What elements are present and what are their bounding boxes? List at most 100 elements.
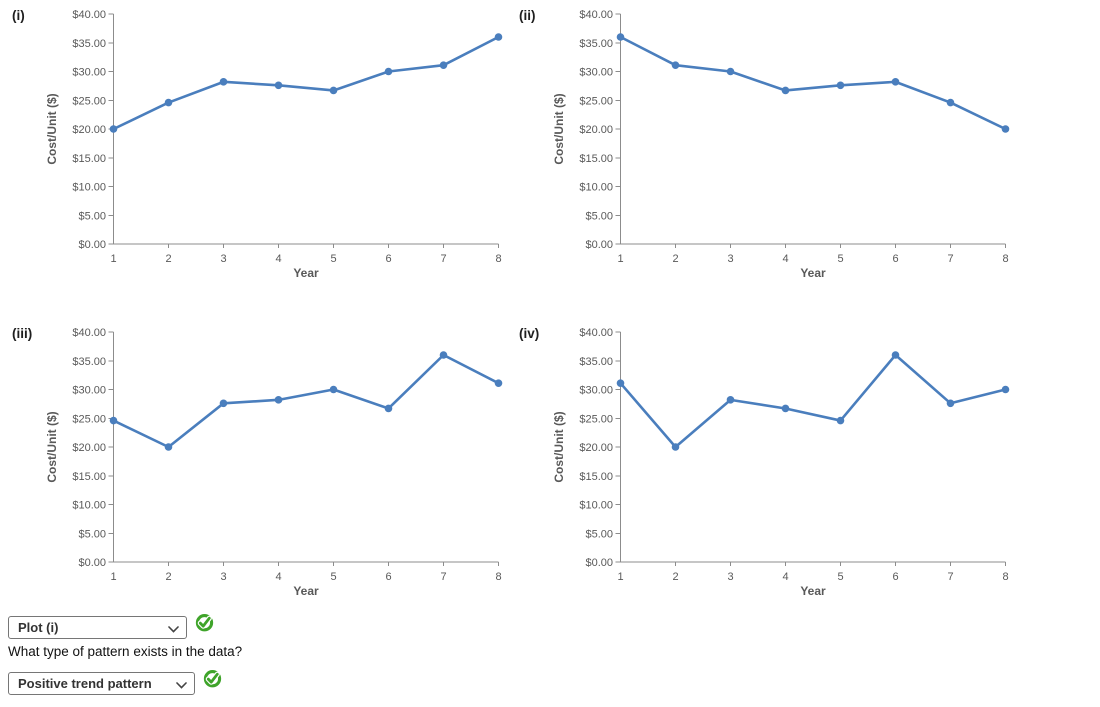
y-axis-title: Cost/Unit ($)	[45, 93, 59, 164]
x-tick-label: 1	[110, 571, 116, 583]
x-tick-label: 5	[837, 571, 843, 583]
y-tick-label: $20.00	[579, 442, 613, 454]
x-tick-label: 4	[782, 253, 788, 265]
x-axis-title: Year	[293, 266, 319, 280]
data-point-marker	[219, 399, 228, 408]
y-tick-label: $30.00	[72, 67, 106, 79]
data-point-marker	[329, 385, 338, 394]
y-tick-label: $35.00	[579, 356, 613, 368]
data-point-marker	[274, 396, 283, 404]
x-tick-label: 2	[672, 253, 678, 265]
x-tick-label: 7	[440, 571, 446, 583]
plot-select[interactable]: Plot (i)	[8, 616, 187, 639]
data-point-marker	[384, 404, 393, 413]
data-point-marker	[274, 81, 283, 90]
x-tick-label: 4	[782, 571, 788, 583]
figure-label: (i)	[12, 8, 25, 23]
y-tick-label: $40.00	[72, 327, 106, 339]
x-tick-label: 1	[110, 253, 116, 265]
y-tick-label: $30.00	[579, 385, 613, 397]
y-tick-label: $35.00	[72, 356, 106, 368]
y-tick-label: $15.00	[72, 471, 106, 483]
y-tick-label: $40.00	[579, 9, 613, 21]
chart-plot-iv: (iv) $0.00 $5.00 $10.00 $15.00 $20.00 $25.00 $3…	[507, 318, 1100, 618]
y-tick-label: $15.00	[579, 153, 613, 165]
chart-plot-ii: (ii) $0.00 $5.00 $10.00 $15.00 $20.00 $25.00 $3…	[507, 0, 1100, 300]
y-tick-label: $15.00	[579, 471, 613, 483]
y-tick-label: $35.00	[72, 38, 106, 50]
y-tick-label: $25.00	[579, 95, 613, 107]
figure-label: (ii)	[519, 8, 536, 23]
data-point-marker	[946, 399, 955, 408]
data-point-marker	[494, 33, 503, 41]
data-point-marker	[781, 404, 790, 413]
data-point-marker	[671, 61, 680, 69]
data-point-marker	[671, 443, 680, 451]
x-tick-label: 4	[275, 253, 281, 265]
correct-check-icon	[203, 669, 222, 688]
data-point-marker	[781, 86, 790, 95]
data-point-marker	[219, 78, 228, 86]
y-tick-label: $40.00	[579, 327, 613, 339]
x-tick-label: 2	[165, 571, 171, 583]
line-chart-svg: (iii) $0.00 $5.00 $10.00 $15.00 $20.00 $25.00 $…	[12, 326, 503, 598]
chevron-down-icon	[176, 682, 187, 689]
pattern-select[interactable]: Positive trend pattern	[8, 672, 195, 695]
series-line	[112, 35, 500, 131]
x-tick-label: 6	[385, 253, 391, 265]
data-point-marker	[439, 351, 448, 359]
y-tick-label: $10.00	[579, 182, 613, 194]
y-tick-label: $30.00	[72, 385, 106, 397]
question-text: What type of pattern exists in the data?	[8, 644, 243, 659]
y-tick-label: $30.00	[579, 67, 613, 79]
plot-select-row: Plot (i)	[8, 614, 214, 639]
line-chart-svg: (ii) $0.00 $5.00 $10.00 $15.00 $20.00 $25.00 $3…	[519, 8, 1010, 280]
series-line	[112, 353, 500, 449]
data-point-marker	[946, 98, 955, 107]
x-axis-title: Year	[800, 266, 826, 280]
y-tick-label: $10.00	[72, 500, 106, 512]
x-tick-label: 7	[947, 571, 953, 583]
x-tick-label: 8	[1002, 571, 1008, 583]
x-tick-label: 1	[617, 253, 623, 265]
y-axis-title: Cost/Unit ($)	[552, 93, 566, 164]
x-tick-label: 5	[330, 571, 336, 583]
data-point-marker	[439, 61, 448, 69]
series-line	[619, 35, 1007, 131]
data-point-marker	[891, 78, 900, 86]
y-tick-label: $40.00	[72, 9, 106, 21]
data-point-marker	[494, 379, 503, 387]
x-tick-label: 2	[165, 253, 171, 265]
figure-label: (iv)	[519, 326, 539, 341]
y-tick-label: $35.00	[579, 38, 613, 50]
x-axis-title: Year	[800, 584, 826, 598]
y-tick-label: $10.00	[72, 182, 106, 194]
data-point-marker	[109, 125, 118, 133]
y-tick-label: $5.00	[78, 210, 106, 222]
x-tick-label: 4	[275, 571, 281, 583]
y-tick-label: $0.00	[585, 557, 613, 569]
data-point-marker	[164, 443, 173, 451]
pattern-select-value: Positive trend pattern	[18, 676, 152, 691]
y-tick-label: $5.00	[78, 528, 106, 540]
x-tick-label: 5	[330, 253, 336, 265]
x-tick-label: 6	[385, 571, 391, 583]
y-tick-label: $0.00	[78, 557, 106, 569]
data-point-marker	[891, 351, 900, 359]
y-tick-label: $10.00	[579, 500, 613, 512]
x-tick-label: 3	[727, 253, 733, 265]
data-point-marker	[616, 33, 625, 41]
x-tick-label: 1	[617, 571, 623, 583]
data-point-marker	[836, 416, 845, 425]
data-point-marker	[726, 67, 735, 76]
y-tick-label: $15.00	[72, 153, 106, 165]
y-tick-label: $20.00	[72, 124, 106, 136]
x-tick-label: 2	[672, 571, 678, 583]
y-tick-label: $25.00	[579, 413, 613, 425]
y-tick-label: $20.00	[579, 124, 613, 136]
y-tick-label: $25.00	[72, 413, 106, 425]
pattern-select-row: Positive trend pattern	[8, 669, 222, 695]
data-point-marker	[1001, 385, 1010, 394]
line-chart-svg: (i) $0.00 $5.00 $10.00 $15.00 $20.00 $25.00 $30…	[12, 8, 503, 280]
